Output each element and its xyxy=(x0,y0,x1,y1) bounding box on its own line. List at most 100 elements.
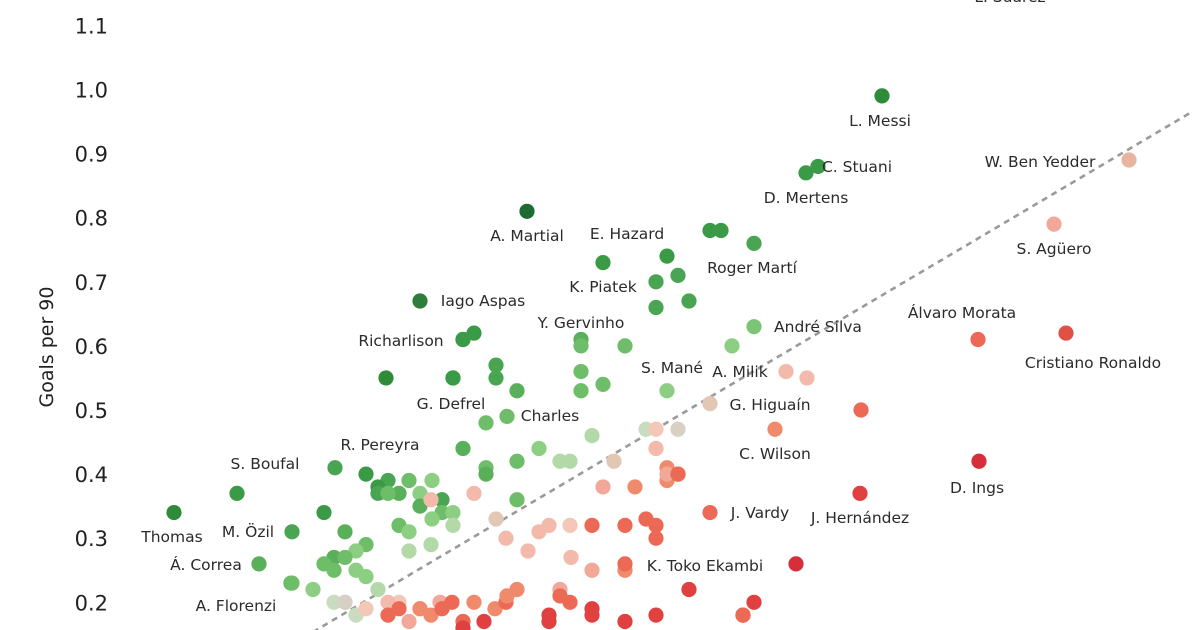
data-point-5 xyxy=(798,165,814,181)
data-point-8 xyxy=(659,248,675,264)
data-point-20 xyxy=(702,395,718,412)
data-point xyxy=(562,517,578,533)
reference-line xyxy=(313,111,1191,630)
data-point xyxy=(488,511,504,527)
data-point-31 xyxy=(617,556,633,572)
data-point xyxy=(455,620,471,630)
data-point xyxy=(445,504,461,521)
point-label: L. Messi xyxy=(849,112,911,130)
y-tick-label: 0.7 xyxy=(75,271,108,295)
point-label: Charles xyxy=(521,407,579,425)
data-point-21 xyxy=(499,408,515,425)
data-point xyxy=(326,562,342,578)
data-point xyxy=(595,376,611,392)
data-point-27 xyxy=(702,504,718,521)
data-point xyxy=(563,549,579,566)
data-point xyxy=(370,581,386,598)
data-point xyxy=(584,601,600,617)
y-tick-label: 0.5 xyxy=(75,399,108,423)
data-point-7 xyxy=(1046,216,1062,232)
data-point xyxy=(358,569,374,585)
data-point-14 xyxy=(1058,325,1074,341)
data-point-23 xyxy=(327,460,343,476)
data-point-6 xyxy=(519,203,535,219)
point-label: Roger Martí xyxy=(707,259,798,277)
data-point xyxy=(627,479,643,495)
y-tick-label: 1.1 xyxy=(75,14,108,38)
point-label: K. Toko Ekambi xyxy=(647,557,763,575)
data-point-18 xyxy=(778,363,794,380)
data-point xyxy=(788,556,804,572)
data-point-12 xyxy=(746,319,762,335)
point-label: S. Boufal xyxy=(231,455,300,473)
data-point-3 xyxy=(1121,152,1137,168)
data-point xyxy=(509,453,525,469)
data-point xyxy=(648,530,664,546)
data-point xyxy=(326,594,342,610)
data-point xyxy=(391,601,407,617)
data-point xyxy=(401,472,417,489)
point-label: Y. Gervinho xyxy=(537,314,625,332)
data-point xyxy=(466,594,482,610)
point-label: R. Pereyra xyxy=(340,436,419,454)
data-point xyxy=(478,466,494,482)
data-point xyxy=(617,338,633,354)
data-point xyxy=(391,485,407,501)
point-label: Álvaro Morata xyxy=(908,303,1016,322)
point-label: Cristiano Ronaldo xyxy=(1025,354,1161,372)
data-point xyxy=(412,498,428,514)
data-point xyxy=(584,562,600,578)
data-point xyxy=(337,594,353,610)
data-point xyxy=(488,370,504,386)
data-point-32 xyxy=(284,575,300,591)
data-point xyxy=(455,440,471,457)
data-point xyxy=(478,415,494,431)
data-point xyxy=(562,453,578,469)
data-point-22 xyxy=(767,421,783,437)
data-point xyxy=(681,581,697,598)
data-point xyxy=(541,517,557,533)
reference-line-layer xyxy=(313,111,1191,630)
data-point-9 xyxy=(746,235,762,251)
point-label: M. Özil xyxy=(222,522,274,541)
y-tick-label: 0.6 xyxy=(75,335,108,359)
point-label: A. Martial xyxy=(490,227,564,245)
data-point-2 xyxy=(874,88,890,104)
data-point xyxy=(584,517,600,533)
data-point xyxy=(853,402,869,418)
data-point xyxy=(648,421,664,437)
data-point xyxy=(424,511,440,527)
data-point xyxy=(648,299,664,316)
point-label: André Silva xyxy=(774,318,862,336)
data-point-4 xyxy=(810,158,826,175)
data-point xyxy=(423,607,439,623)
data-point xyxy=(499,588,515,604)
y-tick-label: 0.9 xyxy=(75,143,108,167)
point-label: S. Agüero xyxy=(1016,240,1091,258)
data-point xyxy=(724,338,740,354)
point-label: Á. Correa xyxy=(170,555,242,574)
point-label: L. Suárez xyxy=(974,0,1045,6)
data-point xyxy=(573,383,589,399)
y-tick-label: 0.8 xyxy=(75,207,108,231)
point-label: J. Hernández xyxy=(810,509,909,527)
data-point xyxy=(702,222,718,239)
point-label: C. Wilson xyxy=(739,445,811,463)
data-point xyxy=(552,588,568,604)
data-point xyxy=(648,440,664,457)
data-point xyxy=(670,267,686,283)
data-point xyxy=(476,613,492,630)
data-point xyxy=(445,517,461,533)
data-point xyxy=(681,293,697,309)
point-label: A. Florenzi xyxy=(196,597,277,615)
point-label: Iago Aspas xyxy=(441,292,525,310)
data-point-19 xyxy=(445,370,461,386)
data-point xyxy=(380,594,396,610)
data-point xyxy=(648,607,664,623)
data-point xyxy=(434,492,450,508)
data-point xyxy=(401,524,417,540)
data-point xyxy=(466,485,482,501)
data-point-24 xyxy=(229,485,245,501)
point-label: E. Hazard xyxy=(590,225,664,243)
data-point xyxy=(648,274,664,290)
